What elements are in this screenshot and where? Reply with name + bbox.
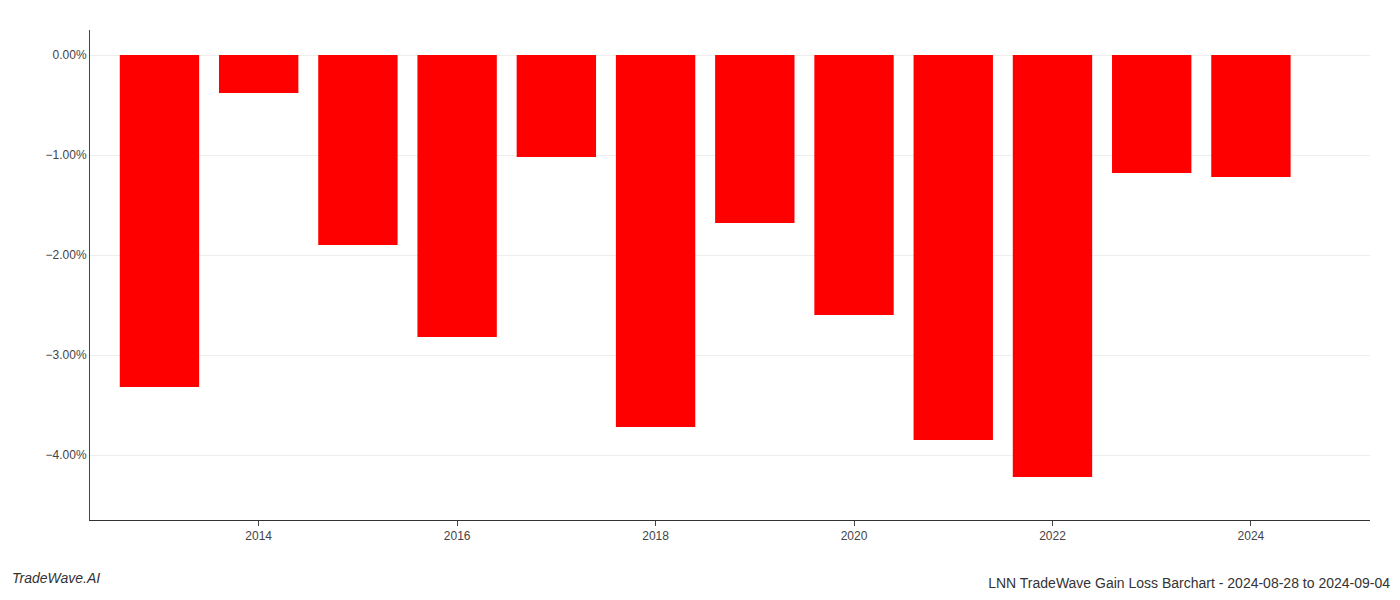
svg-text:2014: 2014 [245, 529, 272, 543]
svg-text:2020: 2020 [841, 529, 868, 543]
svg-text:2016: 2016 [444, 529, 471, 543]
svg-text:−2.00%: −2.00% [46, 248, 87, 262]
svg-text:−1.00%: −1.00% [46, 148, 87, 162]
svg-text:2022: 2022 [1039, 529, 1066, 543]
svg-text:−4.00%: −4.00% [46, 448, 87, 462]
svg-text:0.00%: 0.00% [53, 48, 87, 62]
svg-text:−3.00%: −3.00% [46, 348, 87, 362]
svg-text:2018: 2018 [642, 529, 669, 543]
svg-text:LNN TradeWave Gain Loss Barcha: LNN TradeWave Gain Loss Barchart - 2024-… [988, 575, 1390, 591]
svg-text:2024: 2024 [1238, 529, 1265, 543]
svg-text:TradeWave.AI: TradeWave.AI [12, 570, 100, 586]
